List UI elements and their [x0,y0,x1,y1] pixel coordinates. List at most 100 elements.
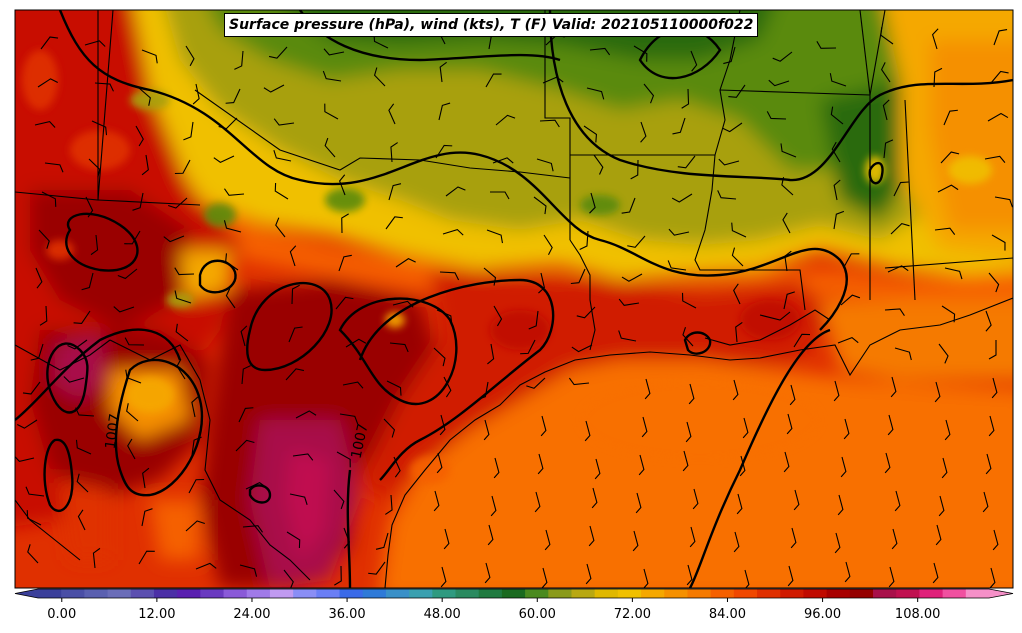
wind-barb [223,220,242,233]
isobar-label: 1007 [349,422,372,460]
colorbar-tick-label: 12.00 [138,607,176,622]
wind-barb [67,339,88,350]
wind-barb [17,419,38,429]
wind-barb [483,419,490,441]
wind-barb [743,569,750,588]
colorbar-swatch [61,589,85,598]
wind-barb [191,396,199,418]
colorbar-swatch [501,589,526,598]
wind-barb [324,103,339,120]
coastline [384,297,1013,588]
wind-barbs [15,23,1013,588]
map-title: Surface pressure (hPa), wind (kts), T (F… [224,13,759,37]
wind-barb [443,528,450,550]
wind-barb [439,271,460,281]
wind-barb [388,183,402,201]
wind-barb [368,561,386,575]
wind-barb [635,492,642,514]
wind-barb [887,414,894,436]
wind-barb [185,45,195,67]
wind-barb [938,343,949,364]
wind-barb [682,450,689,472]
wind-barb [520,339,536,355]
colorbar-tick-label: 24.00 [233,607,271,622]
wind-barb [588,525,595,547]
wind-barb [124,230,141,245]
wind-barb [880,27,894,45]
wind-barb [285,368,305,381]
colorbar-swatch [316,589,341,598]
colorbar-tick-label: 60.00 [518,607,556,622]
colorbar-tick-label: 72.00 [613,607,651,622]
wind-barb [288,326,303,343]
colorbar-swatch [200,589,225,598]
wind-barb [641,416,648,438]
wind-barb [689,526,696,548]
wind-barb [174,159,191,175]
wind-barb [816,41,837,49]
wind-barb [667,260,687,271]
wind-barb [618,330,637,342]
wind-barb [681,88,690,109]
wind-barb [677,155,696,169]
wind-barb [38,229,50,249]
wind-barb [735,322,743,343]
wind-barb [731,247,744,267]
wind-barb [132,192,144,211]
wind-barb [571,344,593,353]
wind-barb [890,376,897,398]
colorbar-outline [14,588,1014,599]
wind-barb [593,154,604,175]
wind-barb [772,51,793,62]
wind-barb [686,564,693,586]
wind-barb [439,61,447,83]
wind-barb [766,111,787,120]
wind-barb [385,494,393,515]
wind-barb [484,562,491,584]
wind-barb [787,565,794,587]
wind-barb [242,525,263,533]
wind-barb [40,36,59,50]
wind-barb [35,267,43,289]
wind-barb [343,527,351,549]
colorbar-swatch [826,589,851,598]
wind-barb [992,529,999,551]
wind-barb [540,415,547,437]
wind-barb [793,333,811,348]
wind-barb [830,106,844,125]
wind-barb [837,336,859,344]
wind-barb [241,365,251,385]
wind-barb [37,78,58,88]
wind-barb [591,487,598,509]
wind-barb [891,528,898,550]
colorbar-swatch [919,589,944,598]
colorbar-swatch [525,589,549,598]
wind-barb [443,376,452,398]
wind-barb [944,267,963,280]
wind-barb [34,121,56,128]
wind-barb [191,436,202,456]
colorbar-swatch [594,589,619,598]
colorbar-swatch [896,589,921,598]
wind-barb [390,142,398,163]
wind-barb [341,213,349,234]
wind-barb [63,376,85,383]
colorbar-tick-label: 48.00 [423,607,461,622]
wind-barb [92,547,101,569]
colorbar-swatch [548,589,573,598]
wind-barb [991,377,998,399]
wind-barb [732,379,739,401]
wind-barb [283,569,294,588]
wind-barb [225,253,239,271]
wind-barb [736,493,743,515]
wind-barb [993,28,1008,46]
wind-barb [225,88,241,104]
wind-barb [790,527,797,549]
wind-barb [91,120,108,136]
wind-barb [717,190,737,200]
temperature-colorbar [14,588,1014,602]
wind-barb [263,84,285,93]
wind-barb [935,524,942,546]
wind-barb [988,272,1000,293]
